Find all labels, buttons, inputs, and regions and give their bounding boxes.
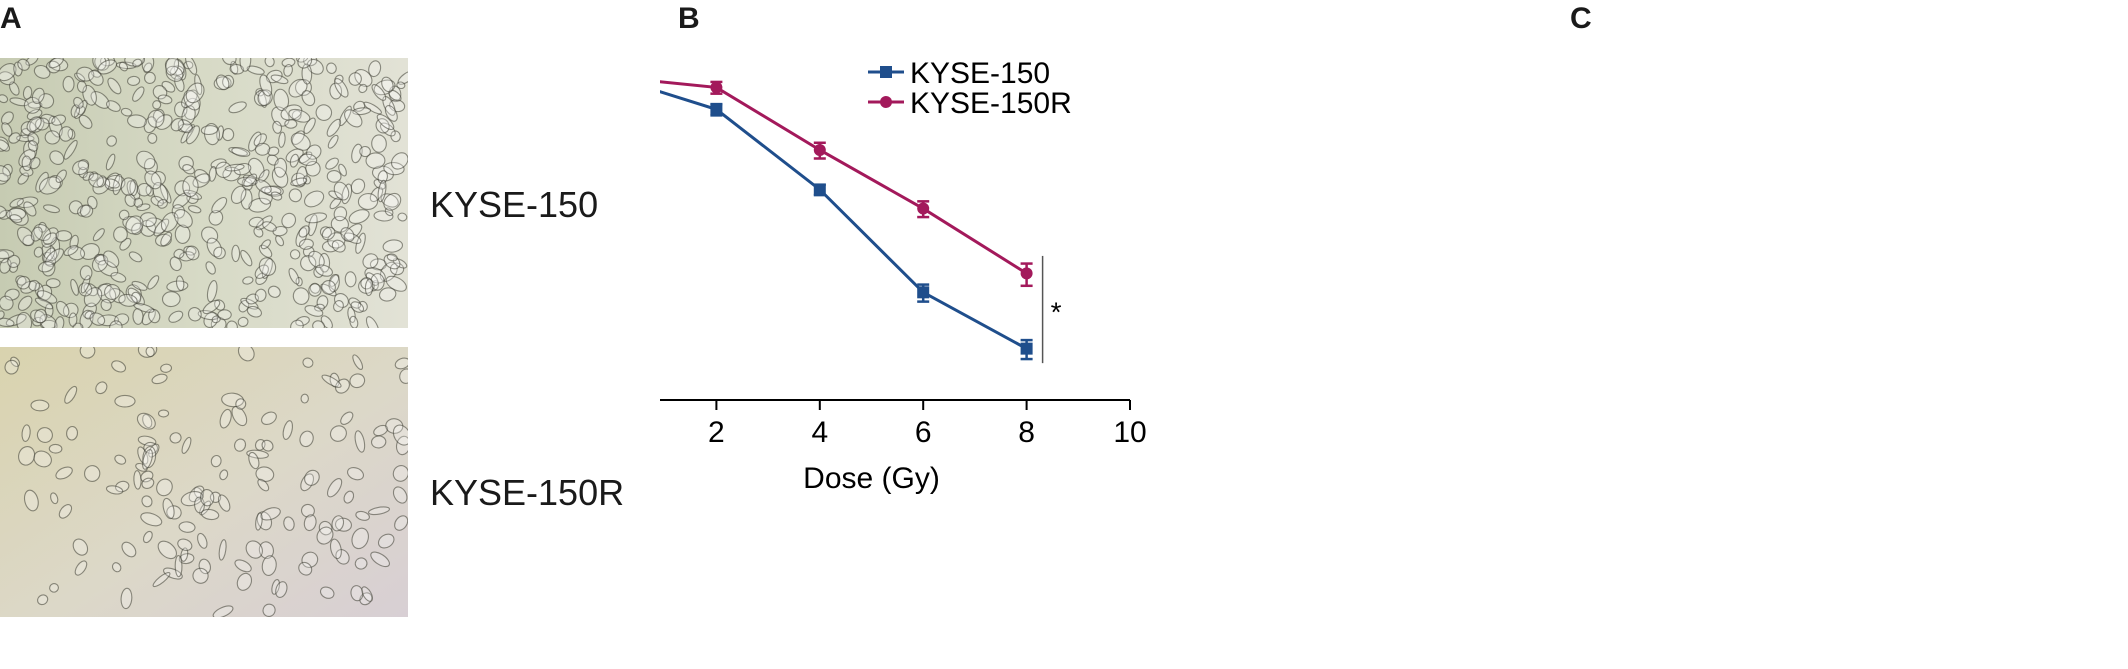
- panel-c-letter: C: [1570, 2, 1592, 35]
- panel-a-letter: A: [0, 2, 22, 35]
- micrograph-label-kyse150: KYSE-150: [430, 184, 599, 225]
- legend-marker: [880, 96, 892, 108]
- micrograph-kyse150r: [0, 347, 408, 617]
- legend-label: KYSE-150R: [910, 87, 1072, 120]
- x-tick-label: 2: [708, 416, 725, 449]
- data-point-circle: [710, 81, 723, 94]
- legend-marker: [880, 66, 892, 78]
- x-axis-label: Dose (Gy): [803, 462, 940, 495]
- x-tick-label: 6: [915, 416, 932, 449]
- x-tick-label: 4: [811, 416, 828, 449]
- micrograph-label-kyse150r: KYSE-150R: [430, 472, 625, 513]
- data-point-circle: [917, 202, 930, 215]
- micrograph-kyse150: [0, 58, 408, 328]
- x-tick-label: 8: [1018, 416, 1035, 449]
- panel-b-letter: B: [678, 2, 700, 35]
- data-point-square: [1020, 342, 1033, 355]
- mir1275-bar-chart: 0.00.20.40.60.81.01.2Relative expression…: [1570, 0, 2128, 669]
- data-point-square: [710, 103, 723, 116]
- legend-label: KYSE-150: [910, 57, 1050, 90]
- significance-mark: *: [1051, 297, 1062, 328]
- data-point-square: [813, 183, 826, 196]
- data-point-circle: [813, 143, 826, 156]
- survival-line-chart: 024681010.10.010.001Dose (Gy)Survival fr…: [660, 57, 1147, 495]
- data-point-square: [917, 286, 930, 299]
- x-tick-label: 10: [1113, 416, 1146, 449]
- data-point-circle: [1020, 267, 1033, 280]
